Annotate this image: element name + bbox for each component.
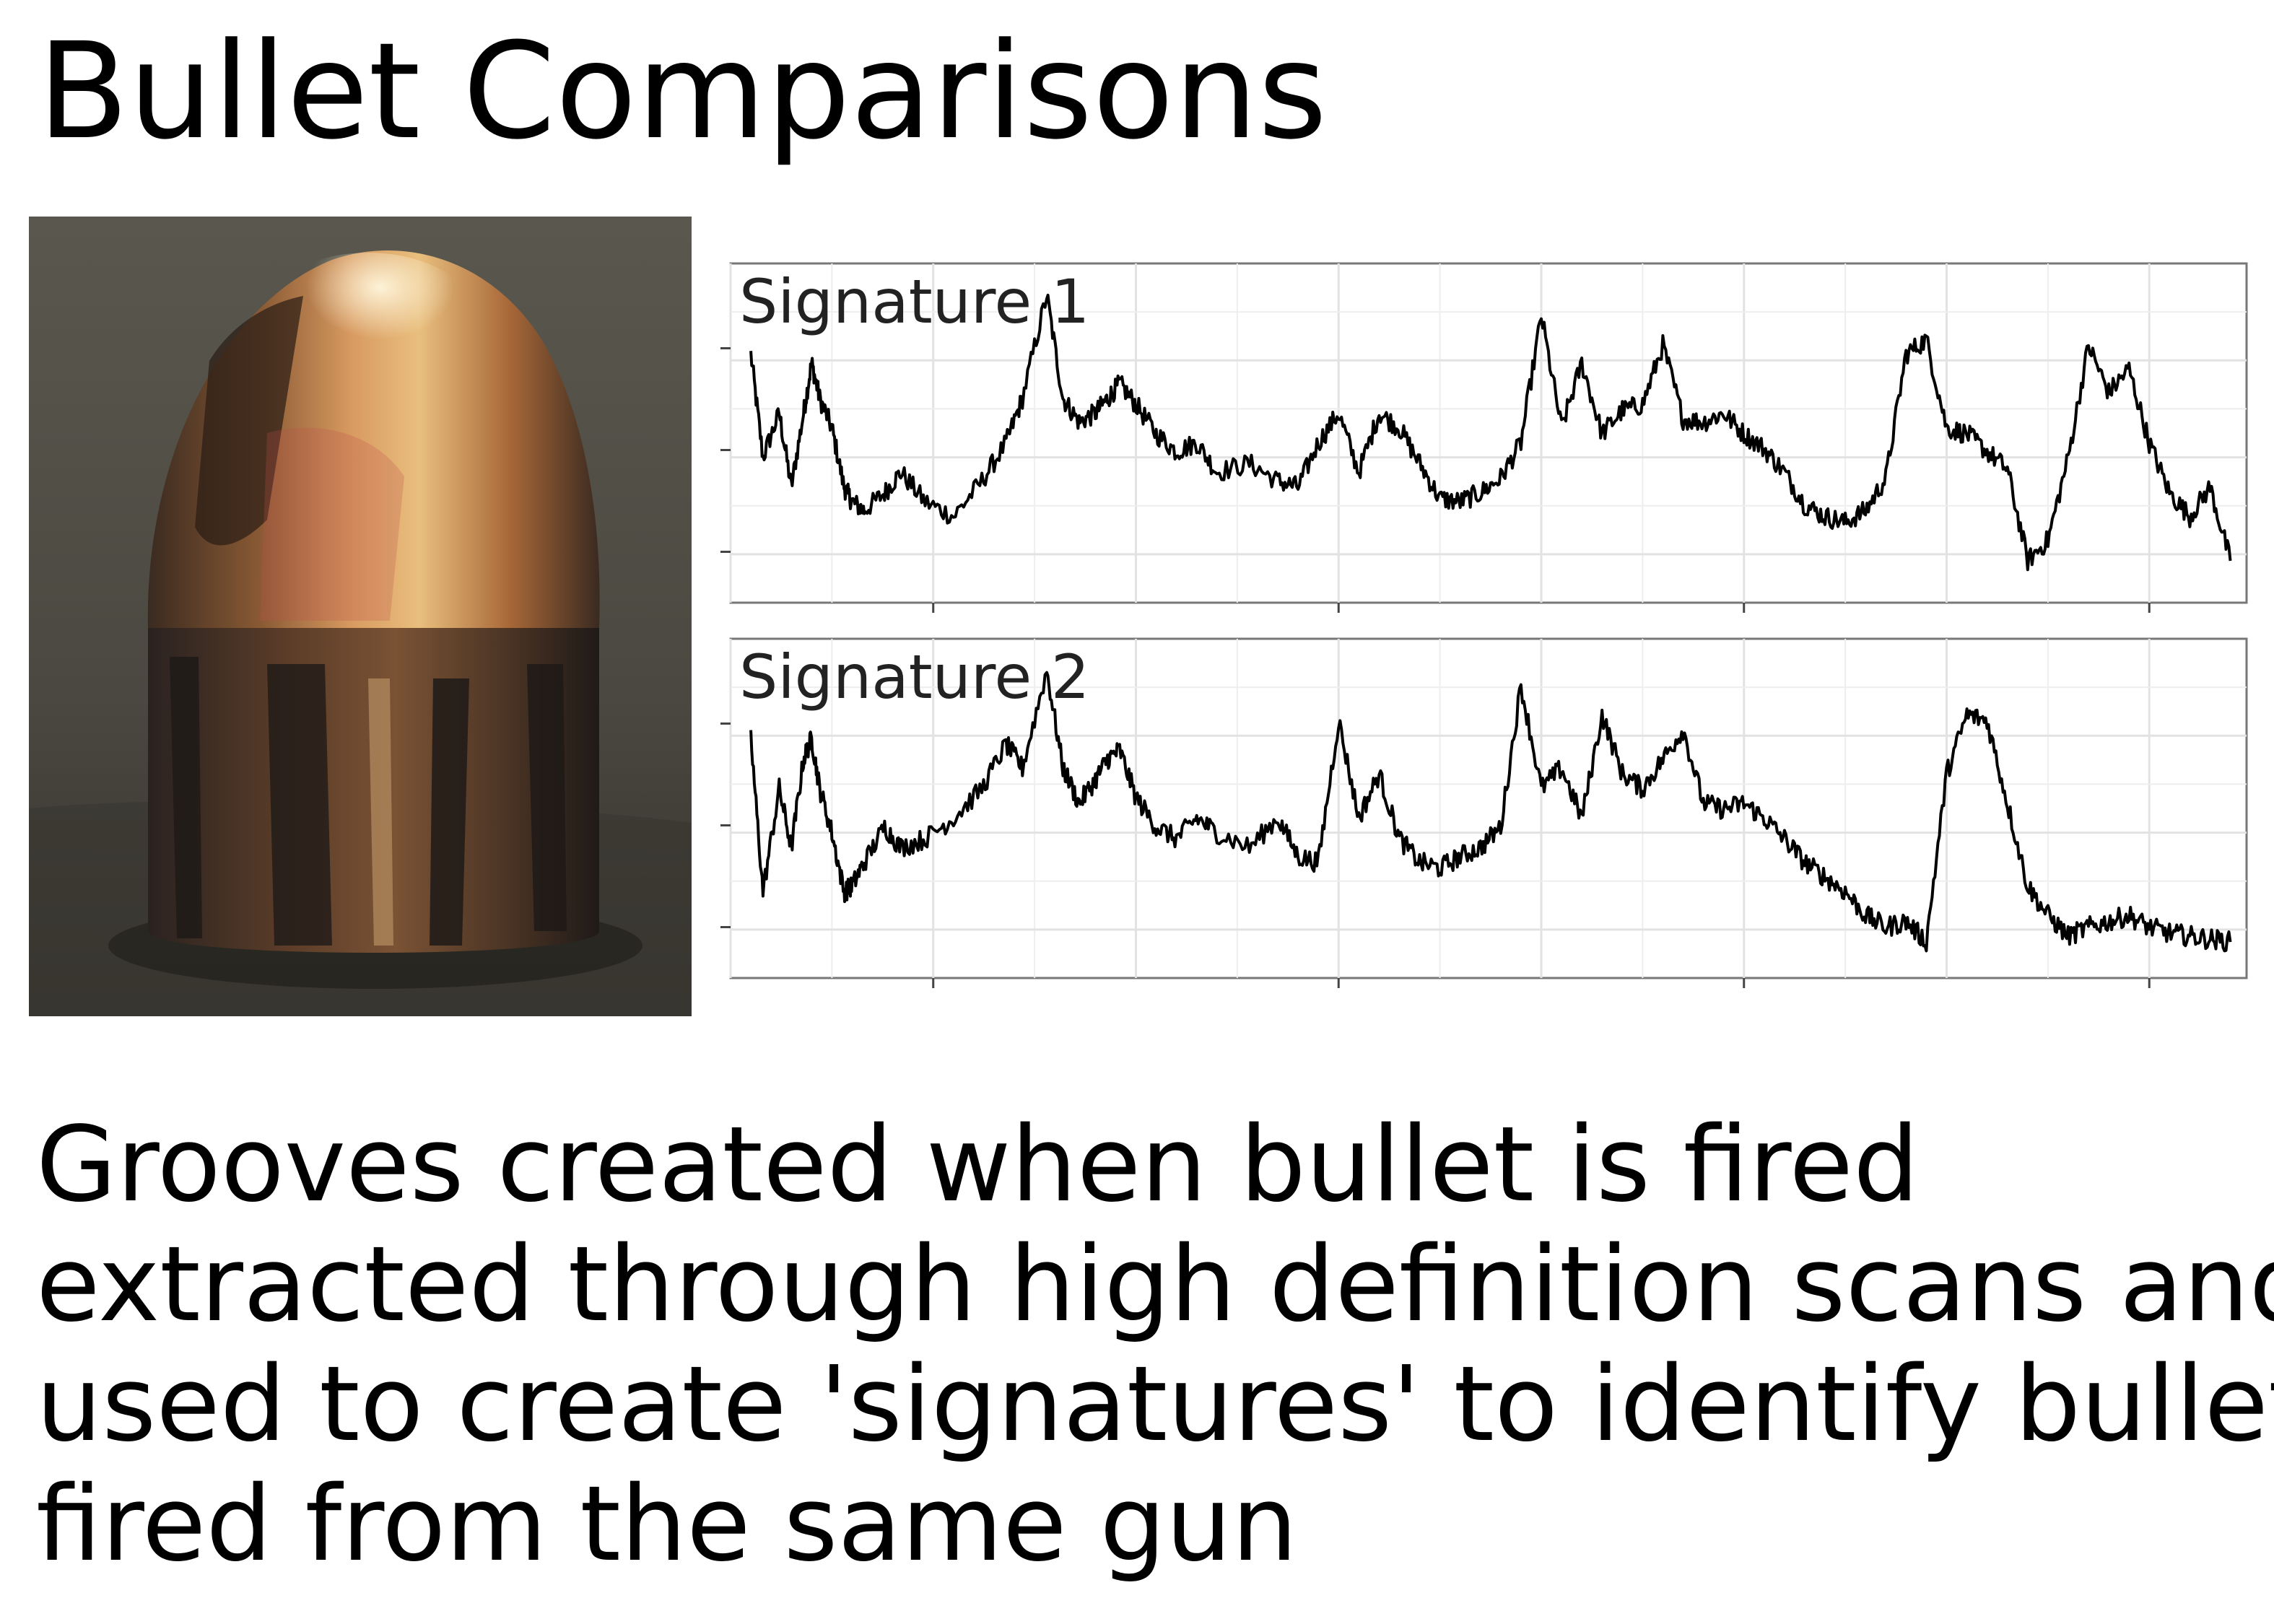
signature-charts: Signature 1 Signature 2 bbox=[716, 253, 2257, 996]
panel-1-frame bbox=[729, 262, 2248, 604]
signature-panel-2: Signature 2 bbox=[720, 637, 2248, 988]
panel-1-ticks bbox=[720, 347, 2151, 613]
nose-red-tint bbox=[260, 427, 404, 621]
panel-2-ticks bbox=[720, 722, 2151, 988]
panel-1-grid bbox=[729, 263, 2247, 603]
signature-1-line bbox=[749, 293, 2232, 572]
nose-highlight bbox=[245, 253, 491, 426]
signature-panel-1: Signature 1 bbox=[720, 262, 2248, 613]
panel-2-grid bbox=[729, 639, 2247, 978]
bullet-photo bbox=[29, 217, 692, 1016]
body-line-1: Grooves created when bullet is fired bbox=[36, 1104, 1920, 1225]
signature-1-label: Signature 1 bbox=[739, 266, 1089, 337]
bullet-illustration bbox=[29, 217, 692, 1016]
signature-2-line bbox=[749, 671, 2232, 953]
panel-2-frame bbox=[729, 637, 2248, 979]
body-line-3: used to create 'signatures' to identify … bbox=[36, 1343, 2274, 1464]
body-line-2: extracted through high definition scans … bbox=[36, 1223, 2274, 1345]
rifling-grooves bbox=[170, 657, 567, 946]
signature-chart-area: Signature 1 Signature 2 bbox=[720, 262, 2248, 988]
slide-title: Bullet Comparisons bbox=[38, 14, 1328, 169]
body-paragraph: Grooves created when bullet is fired ext… bbox=[36, 1104, 2274, 1584]
signature-2-label: Signature 2 bbox=[739, 642, 1089, 712]
body-line-4: fired from the same gun bbox=[36, 1463, 1298, 1584]
